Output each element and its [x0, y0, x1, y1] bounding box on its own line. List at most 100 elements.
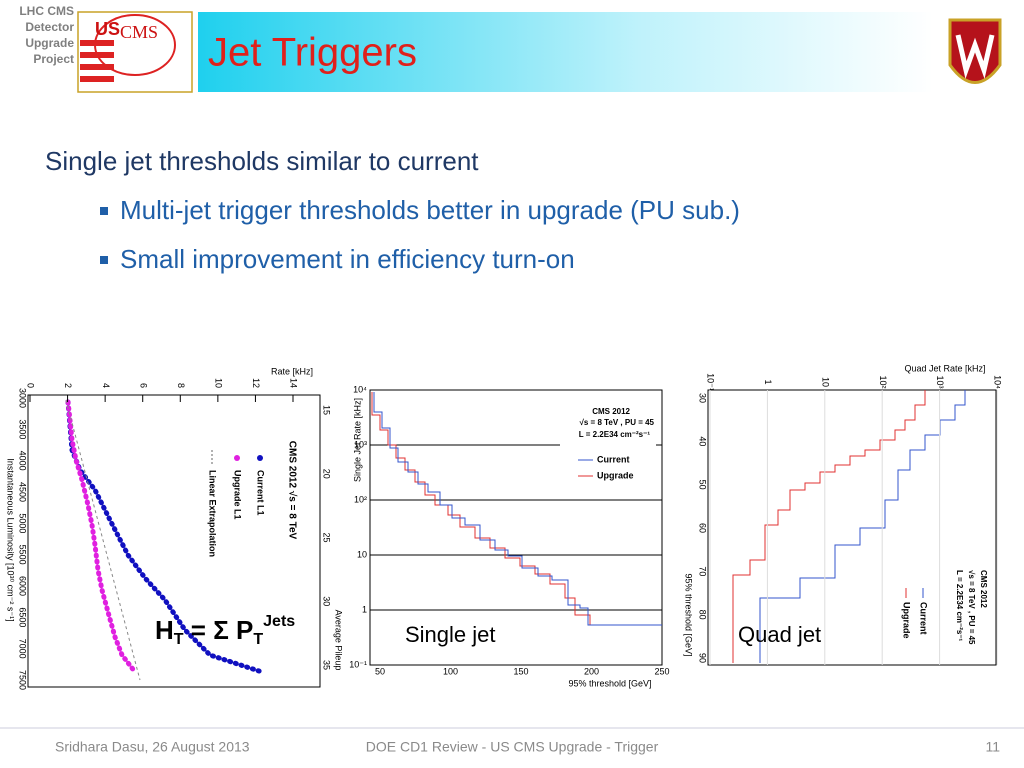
side-label: LHC CMS Detector Upgrade Project [19, 4, 74, 66]
caption: Quad jet [738, 622, 821, 647]
crest [948, 18, 1002, 84]
axis-label: Single Jet Rate [kHz] [352, 398, 362, 482]
legend-line: CMS 2012 [979, 570, 988, 608]
formula: HT = Σ PTJets [155, 613, 295, 648]
tick-label: 1 [362, 604, 367, 614]
plot-frame [707, 389, 997, 666]
tick-label: 70 [698, 566, 708, 576]
tick-label: 100 [443, 666, 458, 676]
tick-label: 25 [322, 532, 332, 542]
tick-label: 10⁴ [993, 375, 1003, 389]
tick-label: 5000 [18, 513, 28, 533]
upgrade-curve [371, 392, 662, 626]
tick-label: 250 [654, 666, 669, 676]
tick-label: 20 [322, 469, 332, 479]
formula-part: T [174, 631, 184, 648]
bullet-sub: Multi-jet trigger thresholds better in u… [120, 195, 740, 225]
formula-part: T [253, 631, 263, 648]
tick-label: 0 [26, 383, 36, 388]
caption: Single jet [405, 622, 496, 647]
figure-rate-lumi: Rate [kHz] Instantaneous Luminosity [10³… [6, 366, 344, 690]
legend-entry: Upgrade L1 [233, 470, 243, 520]
side-line: Detector [25, 20, 74, 34]
legend-entry: Upgrade [597, 470, 634, 480]
tick-label: 10 [213, 378, 223, 388]
tick-label: 5500 [18, 545, 28, 565]
axis-label: 95% threshold [GeV] [684, 573, 694, 656]
tick-label: 60 [698, 523, 708, 533]
formula-part: = Σ P [184, 615, 254, 645]
formula-part: Jets [263, 613, 295, 630]
current-curve [373, 392, 662, 626]
footer-page: 11 [985, 739, 1000, 755]
legend-line: L = 2.2E34 cm⁻²s⁻¹ [955, 570, 964, 642]
plot-frame [27, 394, 321, 688]
tick-label: 35 [322, 660, 332, 670]
axis-label: Quad Jet Rate [kHz] [904, 363, 985, 373]
tick-label: 8 [176, 383, 186, 388]
tick-label: 4000 [18, 451, 28, 471]
legend-box [560, 404, 656, 490]
figure-quad-jet: Quad Jet Rate [kHz] 95% threshold [GeV] … [684, 363, 1003, 666]
tick-label: 12 [251, 378, 261, 388]
tick-label: 4 [101, 383, 111, 388]
current-curve [759, 390, 966, 663]
tick-label: 10³ [935, 375, 945, 388]
side-line: LHC CMS [19, 4, 74, 18]
tick-label: 10² [878, 375, 888, 388]
tick-label: 40 [698, 436, 708, 446]
axis-label: Instantaneous Luminosity [10³⁰ cm⁻² s⁻¹] [6, 458, 16, 621]
tick-label: 7500 [18, 670, 28, 690]
footer-left: Sridhara Dasu, 26 August 2013 [55, 739, 250, 755]
tick-label: 10 [357, 549, 367, 559]
legend-entry: Current [919, 602, 929, 635]
figure-single-jet: Single Jet Rate [kHz] 95% threshold [GeV… [349, 384, 669, 688]
legend-entry: Upgrade [902, 602, 912, 639]
tick-label: 80 [698, 610, 708, 620]
legend-line: √s = 8 TeV , PU = 45 [579, 418, 654, 427]
tick-label: 30 [698, 393, 708, 403]
tick-label: 3500 [18, 419, 28, 439]
side-line: Upgrade [25, 36, 74, 50]
legend-line: CMS 2012 [592, 407, 630, 416]
formula-part: H [155, 615, 174, 645]
tick-label: 200 [584, 666, 599, 676]
bullet-main: Single jet thresholds similar to current [45, 146, 479, 176]
tick-label: 4500 [18, 482, 28, 502]
legend-line: L = 2.2E34 cm⁻²s⁻¹ [579, 430, 651, 439]
tick-label: 15 [322, 405, 332, 415]
legend-entry: Current [597, 454, 630, 464]
logo-cms: CMS [120, 22, 158, 42]
tick-label: 6500 [18, 607, 28, 627]
tick-label: 14 [289, 378, 299, 388]
tick-label: 10 [820, 377, 830, 387]
extrapolation [65, 399, 141, 681]
tick-label: 10⁻¹ [349, 659, 367, 669]
tick-label: 10⁻¹ [706, 373, 716, 391]
tick-label: 90 [698, 653, 708, 663]
tick-label: 1 [763, 379, 773, 384]
legend-title: CMS 2012 √s = 8 TeV [286, 441, 297, 540]
bullet-icon [100, 256, 108, 264]
upgrade-points [65, 399, 138, 675]
tick-label: 10² [354, 494, 367, 504]
axis-label: Average Pileup [334, 610, 344, 671]
tick-label: 10⁴ [353, 384, 367, 394]
side-line: Project [33, 52, 74, 66]
bullet-sub: Small improvement in efficiency turn-on [120, 244, 575, 274]
legend-entry: Linear Extrapolation [208, 470, 218, 557]
tick-label: 3000 [18, 388, 28, 408]
footer-center: DOE CD1 Review - US CMS Upgrade - Trigge… [366, 739, 659, 755]
tick-label: 7000 [18, 639, 28, 659]
tick-label: 50 [698, 480, 708, 490]
legend-entry: Current L1 [256, 470, 266, 516]
tick-label: 10³ [354, 439, 367, 449]
title-bar [198, 12, 933, 92]
bullet-icon [100, 207, 108, 215]
tick-label: 2 [63, 383, 73, 388]
legend-line: √s = 8 TeV , PU = 45 [967, 570, 976, 645]
slide-title: Jet Triggers [208, 31, 417, 75]
axis-label: 95% threshold [GeV] [568, 678, 651, 688]
upgrade-curve [732, 390, 926, 663]
